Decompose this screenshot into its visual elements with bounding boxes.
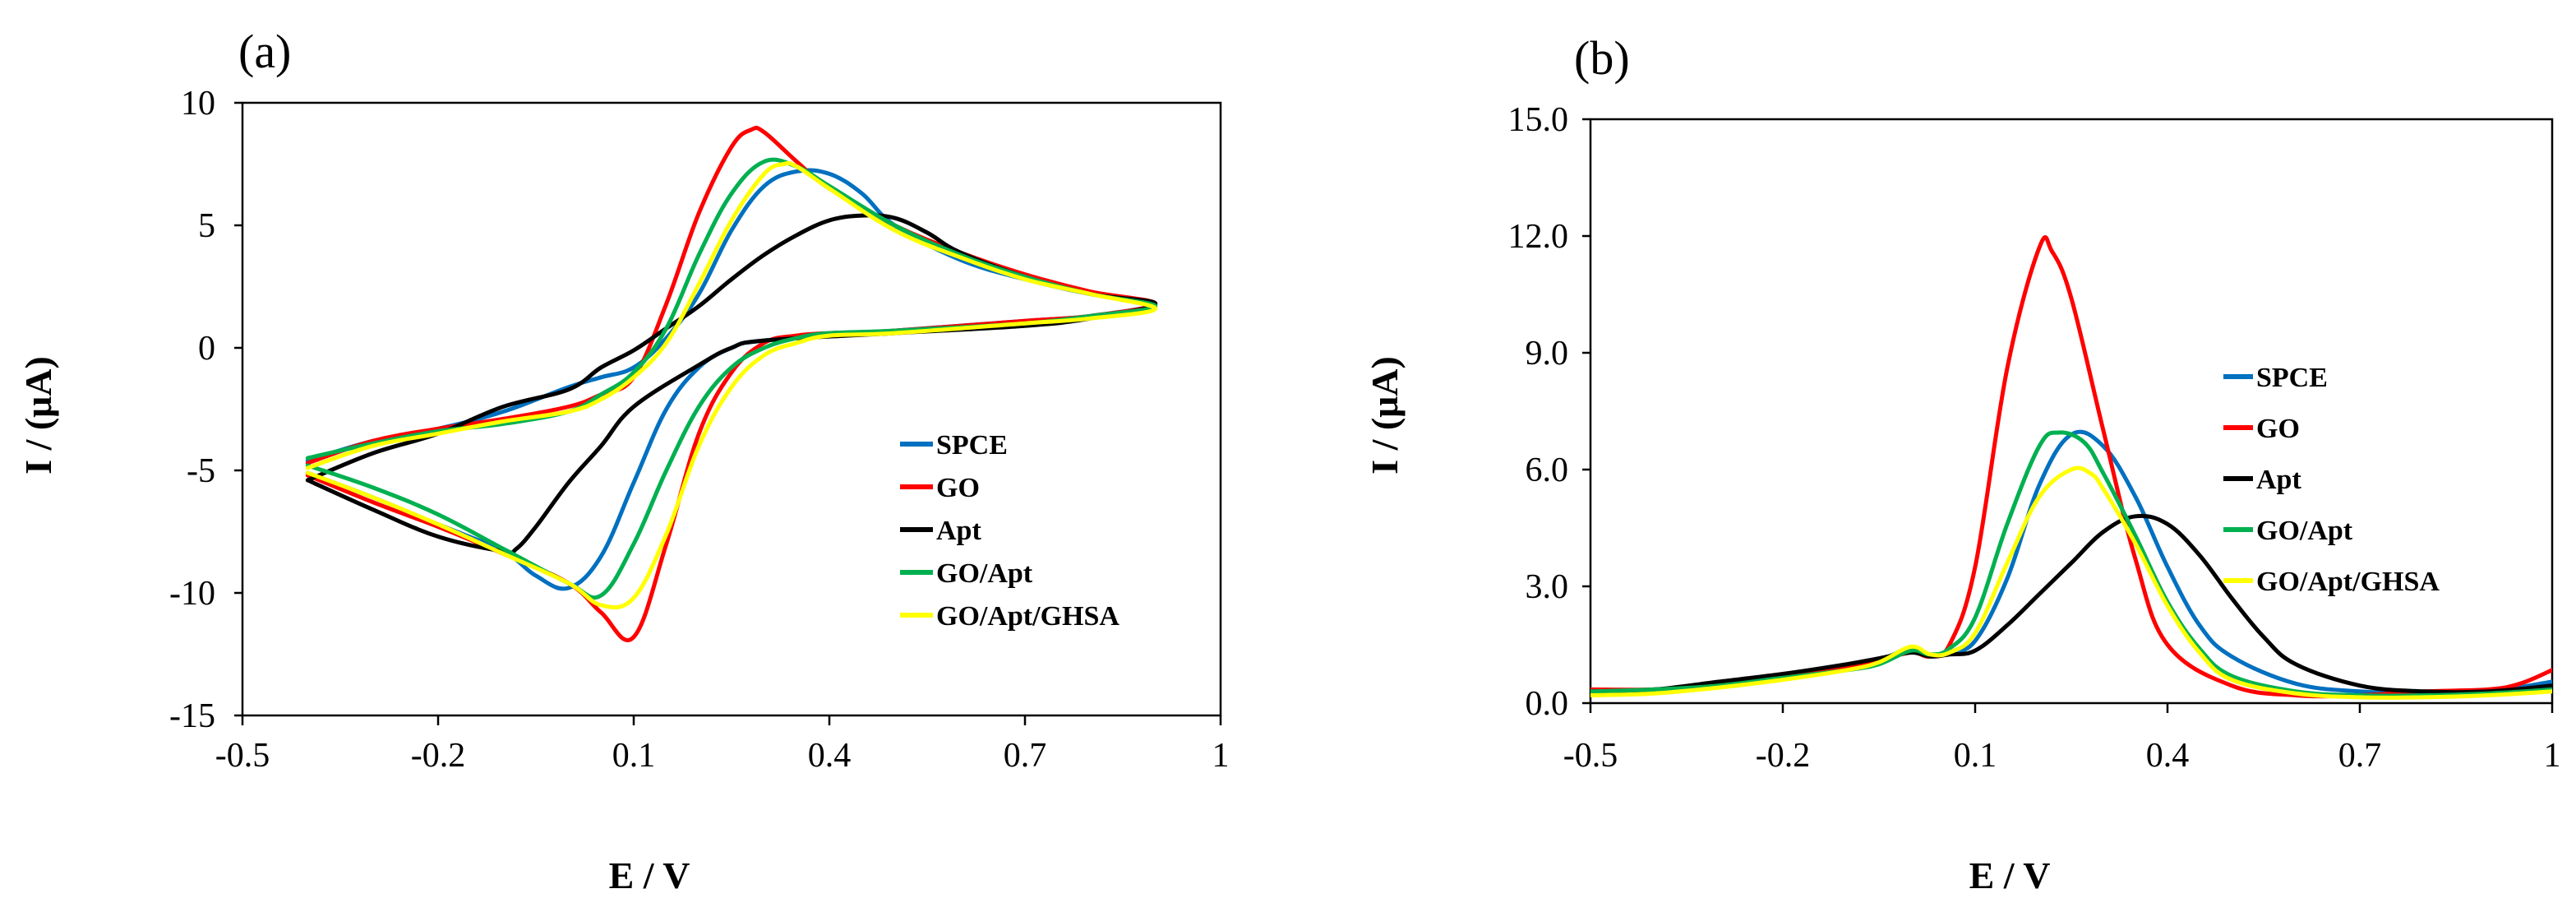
y-tick-label: -15 (169, 697, 215, 735)
panel-b-ylabel: I / (μA) (1364, 356, 1406, 475)
panel-b-plot: 0.0 3.0 6.0 9.0 12.0 15.0 -0.5 -0.2 0.1 0.4 0.7 1 SP… (1508, 101, 2561, 775)
x-tick-label: 1 (1212, 737, 1230, 775)
x-tick-label: 0.1 (612, 737, 656, 775)
legend-label: Apt (936, 516, 981, 546)
series-line-go-apt (305, 157, 1158, 600)
legend-label: GO/Apt/GHSA (2256, 567, 2440, 597)
legend-label: GO/Apt (936, 558, 1033, 589)
x-tick-label: -0.5 (1563, 737, 1618, 775)
plot-frame (241, 101, 1222, 717)
x-tick-label: 0.4 (2146, 737, 2190, 775)
legend-label: SPCE (2256, 363, 2328, 393)
legend-label: GO (936, 473, 980, 503)
x-tick-label: 0.7 (1004, 737, 1047, 775)
legend-label: GO/Apt/GHSA (936, 601, 1119, 632)
x-tick-label: 0.4 (808, 737, 852, 775)
y-tick-label: 10 (181, 85, 215, 123)
panel-a-label: (a) (238, 25, 291, 78)
series-group (1590, 235, 2552, 700)
panel-a-ylabel: I / (μA) (17, 356, 59, 475)
series-line-go (1590, 235, 2552, 699)
panel-b-label: (b) (1574, 31, 1630, 85)
series-group (305, 125, 1158, 642)
legend-label: SPCE (936, 430, 1008, 461)
y-tick-label: -10 (169, 575, 215, 613)
legend: SPCE GO Apt GO/Apt GO/Apt/GHSA (900, 430, 1119, 632)
y-tick-label: 5 (198, 207, 215, 245)
x-tick-label: -0.5 (215, 737, 270, 775)
panel-a-xlabel: E / V (609, 854, 690, 896)
series-line-apt (1590, 513, 2552, 695)
x-tick-label: 0.1 (1954, 737, 1997, 775)
plot-frame (1589, 118, 2554, 705)
panel-a: (a) E / V I / (μA) -15 -10 -5 0 5 10 -0.5 -0.2 0… (17, 25, 1230, 896)
panel-b-xlabel: E / V (1969, 854, 2051, 896)
y-tick-label: 3.0 (1526, 568, 1569, 606)
legend-label: GO/Apt (2256, 516, 2353, 546)
panel-a-plot: -15 -10 -5 0 5 10 -0.5 -0.2 0.1 0.4 0.7 1 SPCE GO Apt G… (169, 85, 1230, 775)
series-line-go-apt-ghsa (1590, 465, 2552, 700)
y-tick-label: 12.0 (1508, 218, 1569, 256)
legend: SPCE GO Apt GO/Apt GO/Apt/GHSA (2223, 363, 2440, 597)
series-line-go-apt-ghsa (305, 160, 1158, 610)
x-tick-label: -0.2 (1756, 737, 1811, 775)
y-tick-label: 0 (198, 330, 215, 368)
y-tick-label: 0.0 (1526, 685, 1569, 723)
legend-label: GO (2256, 414, 2300, 444)
x-tick-label: 0.7 (2338, 737, 2382, 775)
y-tick-label: 6.0 (1526, 451, 1569, 489)
x-tick-label: -0.2 (411, 737, 466, 775)
y-tick-label: 9.0 (1526, 335, 1569, 373)
panel-b: (b) E / V I / (μA) 0.0 3.0 6.0 9.0 12.0 15.0 -… (1364, 31, 2561, 896)
y-tick-label: 15.0 (1508, 101, 1569, 139)
x-tick-label: 1 (2544, 737, 2561, 775)
legend-label: Apt (2256, 465, 2301, 495)
y-tick-label: -5 (187, 452, 215, 490)
